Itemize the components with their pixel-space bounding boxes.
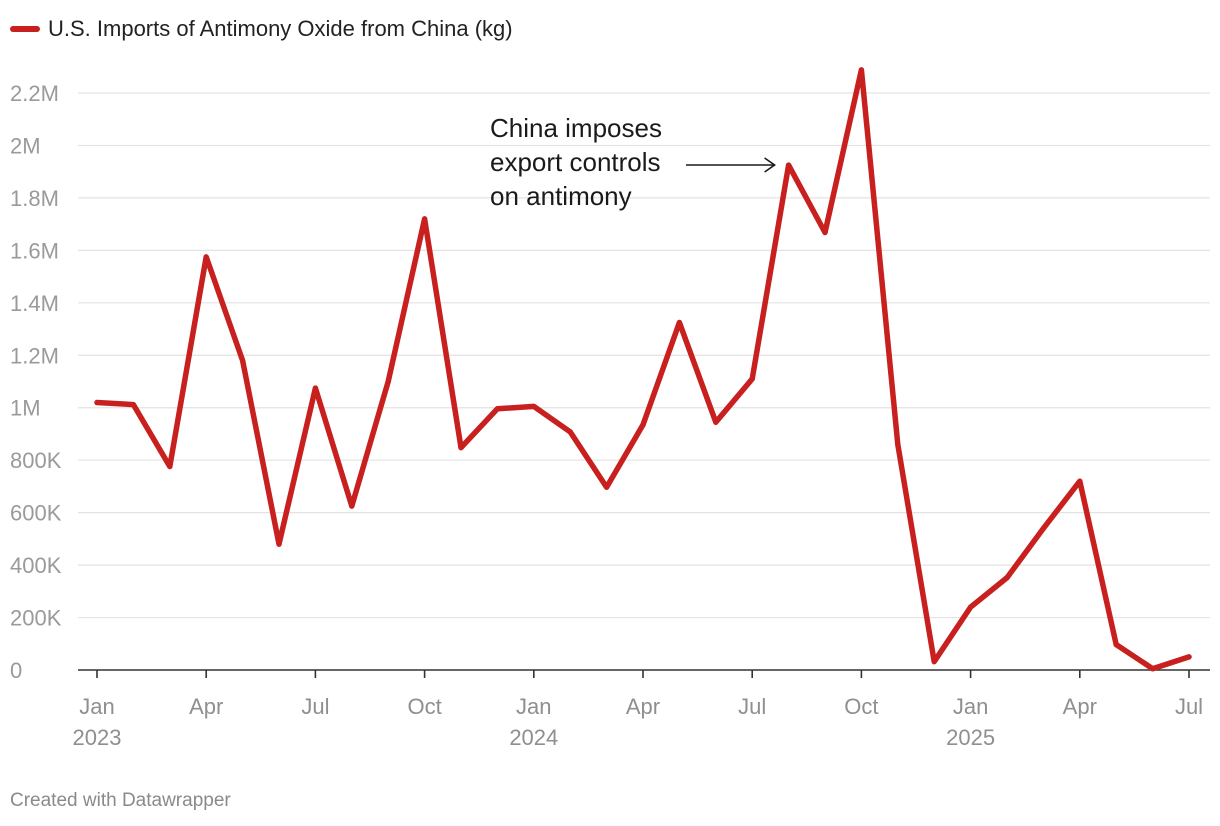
data-point (1004, 575, 1010, 581)
y-tick-label: 1.4M (10, 291, 59, 316)
x-tick-label: Apr (1063, 694, 1097, 719)
annotation-arrowhead (764, 157, 776, 173)
y-tick-label: 600K (10, 501, 62, 526)
data-point (312, 385, 318, 391)
data-point (713, 419, 719, 425)
data-point (786, 162, 792, 168)
x-tick-label: Jul (1175, 694, 1203, 719)
legend: U.S. Imports of Antimony Oxide from Chin… (10, 16, 513, 42)
data-point (167, 463, 173, 470)
data-point (640, 422, 646, 428)
x-tick-label: 2024 (509, 725, 558, 750)
annotation: China imposes export controls on antimony (490, 113, 776, 211)
annotation-text: China imposes (490, 113, 662, 143)
data-point (422, 216, 428, 222)
data-point (1077, 478, 1083, 484)
x-tick-label: Jul (738, 694, 766, 719)
legend-swatch (10, 26, 40, 32)
x-tick-label: 2023 (73, 725, 122, 750)
y-tick-label: 2M (10, 133, 41, 158)
y-tick-label: 1M (10, 396, 41, 421)
annotation-text: on antimony (490, 181, 632, 211)
x-tick-label: Jul (301, 694, 329, 719)
legend-label: U.S. Imports of Antimony Oxide from Chin… (48, 16, 513, 41)
data-point (494, 406, 500, 412)
data-point (531, 403, 537, 410)
y-tick-label: 0 (10, 658, 22, 683)
y-tick-label: 1.8M (10, 186, 59, 211)
data-point (968, 604, 974, 610)
data-point (749, 376, 755, 382)
data-point (1040, 525, 1046, 531)
x-tick-label: 2025 (946, 725, 995, 750)
data-point (676, 319, 683, 326)
data-point (858, 67, 865, 73)
y-axis-ticks: 0 200K 400K 600K 800K 1M 1.2M 1.4M 1.6M 1.8M 2M 2.2… (10, 81, 62, 683)
credit-footer: Created with Datawrapper (10, 790, 231, 811)
grid-lines (78, 92, 1210, 619)
annotation-text: export controls (490, 147, 661, 177)
data-point (130, 401, 136, 408)
data-point (604, 484, 610, 490)
data-point (931, 659, 937, 665)
data-point (1186, 654, 1192, 660)
y-tick-label: 400K (10, 553, 62, 578)
data-point (822, 229, 828, 236)
data-point (276, 541, 282, 547)
x-tick-label: Jan (79, 694, 114, 719)
x-tick-label: Jan (516, 694, 551, 719)
y-tick-label: 1.2M (10, 343, 59, 368)
y-tick-label: 1.6M (10, 238, 59, 263)
x-axis-ticks: Jan 2023 Apr Jul Oct Jan 2024 Apr Jul Oct Jan 2025 A… (73, 670, 1203, 750)
x-tick-label: Jan (953, 694, 988, 719)
data-point (94, 399, 100, 406)
y-tick-label: 800K (10, 448, 62, 473)
x-tick-label: Oct (407, 694, 441, 719)
data-points (94, 67, 1192, 672)
y-tick-label: 200K (10, 606, 62, 631)
data-point (895, 441, 901, 448)
x-tick-label: Apr (189, 694, 223, 719)
x-tick-label: Oct (844, 694, 878, 719)
data-point (567, 429, 573, 435)
data-point (1113, 641, 1119, 648)
data-point (1150, 666, 1156, 672)
data-point (240, 357, 246, 364)
x-tick-label: Apr (626, 694, 660, 719)
data-point (349, 503, 355, 509)
y-tick-label: 2.2M (10, 81, 59, 106)
data-point (458, 444, 464, 451)
data-point (385, 378, 391, 385)
data-point (203, 254, 209, 260)
